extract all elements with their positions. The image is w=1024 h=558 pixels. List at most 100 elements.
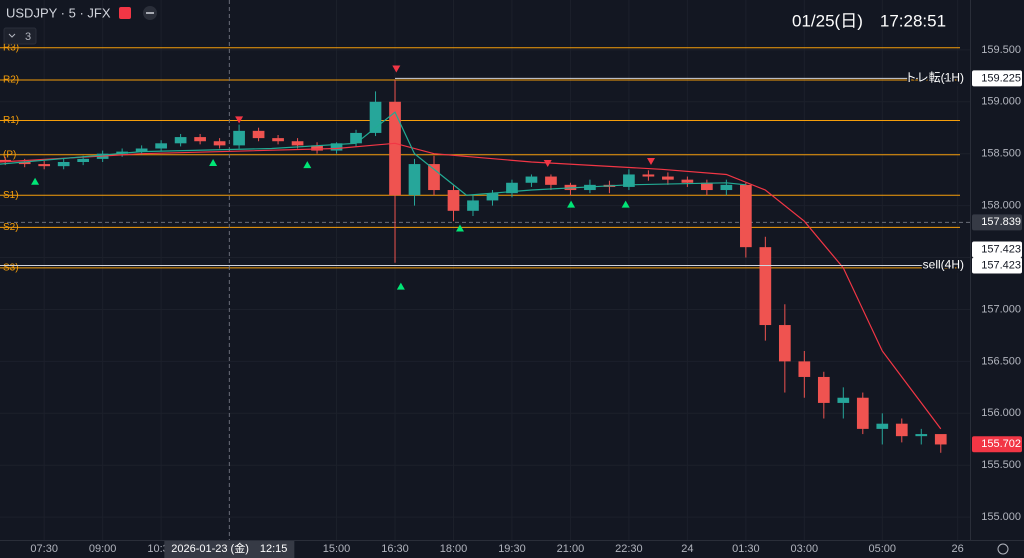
candle-body [0, 159, 12, 162]
price-tag-label: 157.423 [981, 243, 1021, 255]
buy-signal [209, 159, 218, 167]
y-tick-label: 155.000 [981, 511, 1021, 523]
x-tick-label: 19:30 [498, 543, 526, 555]
candle-body [350, 132, 362, 144]
x-tick-label: 18:00 [440, 543, 468, 555]
candle-body [701, 182, 713, 191]
x-tick-label: 24 [681, 543, 693, 555]
symbol-title: USDJPY · 5 · JFX [6, 5, 111, 20]
pivot-label: S3) [3, 263, 19, 274]
buy-signal [567, 200, 576, 208]
candle-body [486, 193, 499, 201]
level-tag [972, 257, 1022, 274]
candle-body [135, 148, 148, 152]
candle-body [720, 184, 733, 191]
candle-body [428, 164, 440, 191]
pivot-label: (P) [3, 149, 16, 160]
x-tick-label: 22:30 [615, 543, 643, 555]
candle-body [934, 434, 947, 445]
candle-body [778, 325, 791, 362]
candle-body [252, 130, 265, 139]
candle-body [408, 164, 421, 196]
candle-body [57, 162, 70, 167]
price-tag [972, 436, 1022, 453]
candle-body [18, 162, 31, 165]
x-tick-label: 21:00 [557, 543, 585, 555]
chevron [8, 33, 16, 38]
flag-icon[interactable] [119, 7, 131, 19]
x-tick-label: 26 [952, 543, 964, 555]
settings-icon[interactable] [997, 543, 1009, 555]
y-tick-label: 156.500 [981, 355, 1021, 367]
price-tag-label: 155.702 [981, 438, 1021, 450]
sell-signal [392, 65, 401, 73]
sell-signal [646, 157, 655, 165]
cursor-price-tag [972, 214, 1022, 231]
y-tick-label: 155.500 [981, 459, 1021, 471]
candle-body [213, 141, 226, 146]
candle-body [545, 176, 557, 185]
grid [0, 0, 970, 540]
x-tick-label: 09:00 [89, 543, 117, 555]
pivot-label: S2) [3, 222, 19, 233]
pivot-label: S1) [3, 190, 19, 201]
pivot-label: R2) [3, 75, 19, 86]
cursor-price-label: 157.839 [981, 216, 1021, 228]
price-tag [972, 241, 1022, 258]
candle-body [817, 376, 830, 403]
candle-body [856, 397, 869, 429]
sell-signal [543, 160, 552, 168]
candle-body [642, 174, 655, 177]
candle-body [798, 361, 811, 377]
candle-body [525, 176, 538, 183]
y-tick-label: 156.000 [981, 407, 1021, 419]
x-tick-label: 05:00 [869, 543, 897, 555]
buy-signal [303, 161, 312, 169]
candle-body [291, 141, 304, 146]
y-tick-label: 158.500 [981, 148, 1021, 160]
candle-body [895, 423, 908, 437]
y-tick-label: 157.000 [981, 303, 1021, 315]
pivot-label: R1) [3, 115, 19, 126]
candle-body [194, 137, 206, 142]
indicator-toggle[interactable] [3, 27, 37, 45]
candle-body [759, 247, 772, 326]
y-tick-label: 159.000 [981, 96, 1021, 108]
candle-body [174, 137, 187, 144]
candle-body [740, 184, 752, 248]
candle-body [915, 434, 928, 437]
level-name: sell(4H) [923, 258, 964, 272]
levels: R3) R2) R1) (P) S1) S2) S3) [0, 0, 970, 540]
buy-signal [31, 177, 40, 185]
candle-body [369, 101, 382, 133]
x-tick-label: 01:30 [732, 543, 760, 555]
cursor-time-tag [164, 541, 295, 558]
moving-average [0, 111, 746, 196]
candle-body [311, 145, 323, 151]
buy-signal [396, 282, 405, 290]
clock: 01/25(日) 17:28:51 [792, 11, 946, 30]
x-tick-label: 03:00 [791, 543, 819, 555]
x-tick-label: 16:30 [381, 543, 409, 555]
candle-body [77, 158, 90, 162]
pivot-label: R3) [3, 42, 19, 53]
level-tag-label: 159.225 [981, 72, 1021, 84]
candle-body [330, 143, 343, 151]
indicator-count: 3 [25, 31, 31, 43]
candle-body [876, 423, 889, 429]
candle-body [447, 190, 460, 211]
candle-body [662, 176, 674, 180]
candle-body [467, 200, 479, 211]
level-tag-label: 157.423 [981, 259, 1021, 271]
candle-body [623, 174, 635, 187]
candle-body [38, 164, 51, 167]
candle-body [272, 138, 284, 142]
x-tick-label: 15:00 [323, 543, 351, 555]
candle-body [233, 130, 245, 146]
y-tick-label: 159.500 [981, 44, 1021, 56]
moving-average [0, 142, 942, 430]
candle-body [155, 143, 167, 149]
candle-body [389, 101, 401, 196]
